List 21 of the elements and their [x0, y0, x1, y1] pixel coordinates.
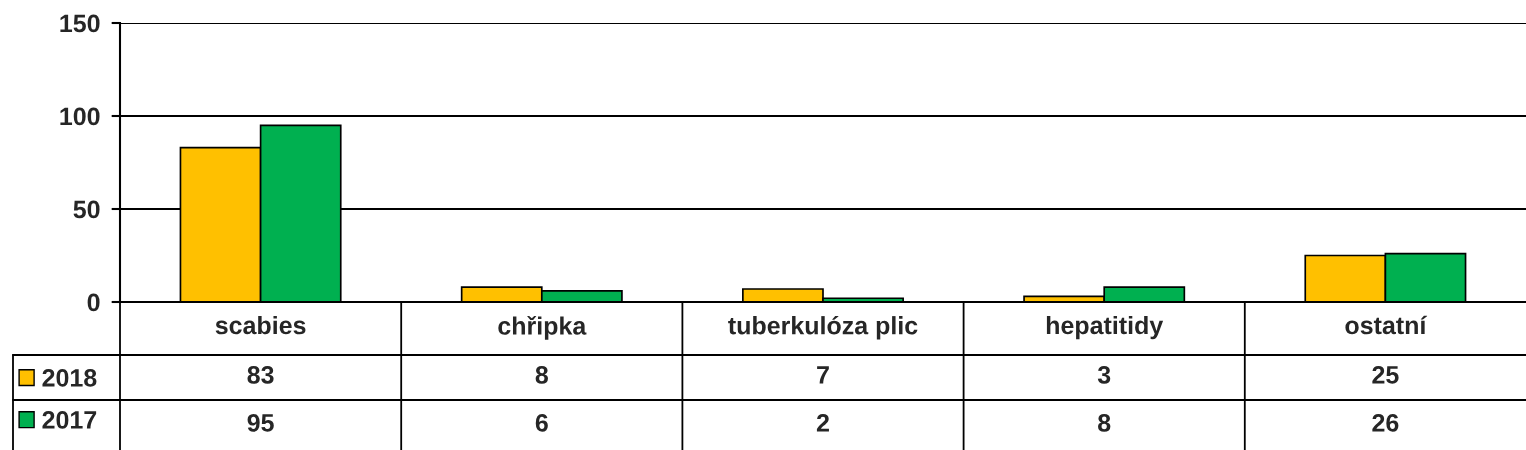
data-label: 25	[1372, 366, 1399, 384]
legend-label: 2017	[42, 411, 97, 429]
y-tick-label: 0	[87, 293, 100, 312]
data-label: 7	[817, 366, 829, 384]
x-tick-label: scabies	[215, 315, 306, 335]
x-tick-label: tuberkulóza plic	[728, 315, 918, 340]
legend-label: 2018	[42, 368, 97, 387]
x-tick-label: ostatní	[1345, 315, 1428, 335]
x-tick-label: hepatitidy	[1046, 315, 1164, 340]
data-label: 6	[535, 414, 548, 432]
data-label: 8	[535, 366, 548, 384]
x-tick-label: chřipka	[498, 315, 587, 340]
data-label: 3	[1097, 366, 1111, 384]
y-tick-label: 100	[60, 107, 100, 126]
data-label: 8	[1098, 414, 1111, 432]
y-tick-label: 150	[60, 14, 100, 33]
data-label: 83	[247, 366, 274, 384]
data-label: 2	[816, 414, 829, 432]
data-label: 26	[1372, 414, 1399, 432]
data-label: 95	[247, 414, 274, 432]
y-tick-label: 50	[73, 200, 100, 219]
